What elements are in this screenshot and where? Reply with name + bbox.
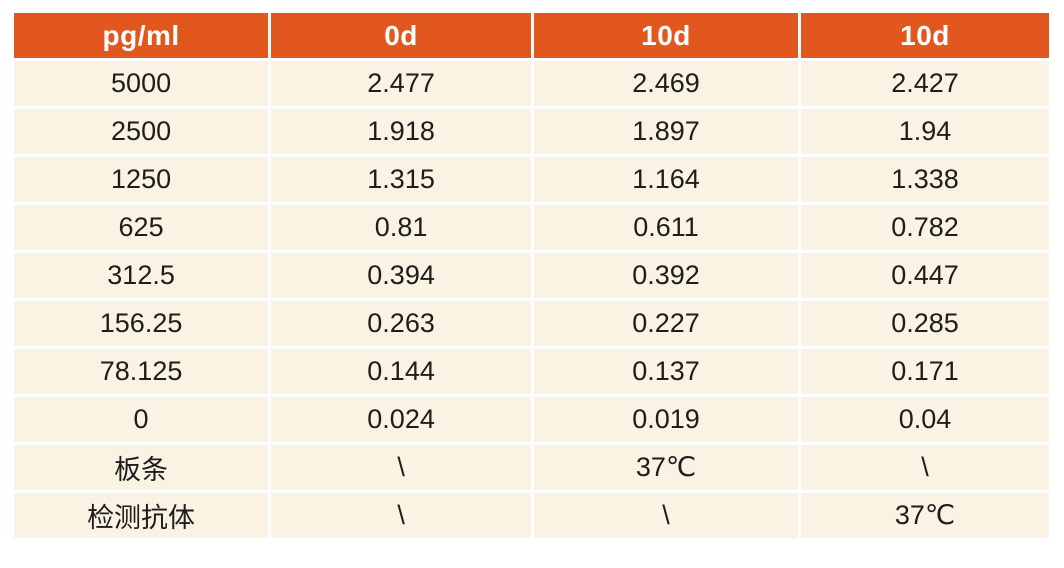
table-cell: 5000	[14, 59, 272, 109]
table-cell: 0.394	[269, 251, 535, 301]
column-header: 0d	[269, 13, 535, 61]
table-cell: \	[532, 491, 802, 538]
table-cell: 0.447	[799, 251, 1049, 301]
table-cell: 78.125	[14, 347, 272, 397]
data-table: pg/ml 0d 10d 10d 5000 2.477 2.469 2.427 2500 1.9…	[14, 13, 1049, 538]
table-cell: 0.81	[269, 203, 535, 253]
table-cell: \	[269, 491, 535, 538]
table-cell: \	[269, 443, 535, 493]
table-cell: 1.315	[269, 155, 535, 205]
table-cell: 0.137	[532, 347, 802, 397]
table-row: 312.5 0.394 0.392 0.447	[14, 251, 1049, 301]
table-cell: 检测抗体	[14, 491, 272, 538]
table-cell: 0.782	[799, 203, 1049, 253]
table-cell: 156.25	[14, 299, 272, 349]
table-cell: 0.227	[532, 299, 802, 349]
table-row: 78.125 0.144 0.137 0.171	[14, 347, 1049, 397]
table-cell: 1.164	[532, 155, 802, 205]
table-row: 5000 2.477 2.469 2.427	[14, 59, 1049, 109]
table-cell: 0.04	[799, 395, 1049, 445]
table-row: 2500 1.918 1.897 1.94	[14, 107, 1049, 157]
table-cell: 0.285	[799, 299, 1049, 349]
table-cell: 1.897	[532, 107, 802, 157]
table-row: 625 0.81 0.611 0.782	[14, 203, 1049, 253]
table-row: 1250 1.315 1.164 1.338	[14, 155, 1049, 205]
table-cell: 2.427	[799, 59, 1049, 109]
table-cell: 0.171	[799, 347, 1049, 397]
table-cell: 0.263	[269, 299, 535, 349]
table-row: 检测抗体 \ \ 37℃	[14, 491, 1049, 538]
table-cell: 1.338	[799, 155, 1049, 205]
table-cell: 312.5	[14, 251, 272, 301]
table-cell: 0.019	[532, 395, 802, 445]
table-cell: 2500	[14, 107, 272, 157]
table-cell: 板条	[14, 443, 272, 493]
table-cell: 1.918	[269, 107, 535, 157]
table-cell: 0.024	[269, 395, 535, 445]
column-header: 10d	[532, 13, 802, 61]
table-cell: 1.94	[799, 107, 1049, 157]
table-cell: 2.469	[532, 59, 802, 109]
table-cell: \	[799, 443, 1049, 493]
column-header: pg/ml	[14, 13, 272, 61]
table-cell: 0.611	[532, 203, 802, 253]
table-row: 板条 \ 37℃ \	[14, 443, 1049, 493]
column-header: 10d	[799, 13, 1049, 61]
table-row: 156.25 0.263 0.227 0.285	[14, 299, 1049, 349]
table-cell: 0	[14, 395, 272, 445]
table-cell: 0.392	[532, 251, 802, 301]
table-cell: 625	[14, 203, 272, 253]
table-header-row: pg/ml 0d 10d 10d	[14, 13, 1049, 61]
table-cell: 1250	[14, 155, 272, 205]
table-row: 0 0.024 0.019 0.04	[14, 395, 1049, 445]
table-cell: 2.477	[269, 59, 535, 109]
table-cell: 0.144	[269, 347, 535, 397]
table-cell: 37℃	[799, 491, 1049, 538]
table-cell: 37℃	[532, 443, 802, 493]
